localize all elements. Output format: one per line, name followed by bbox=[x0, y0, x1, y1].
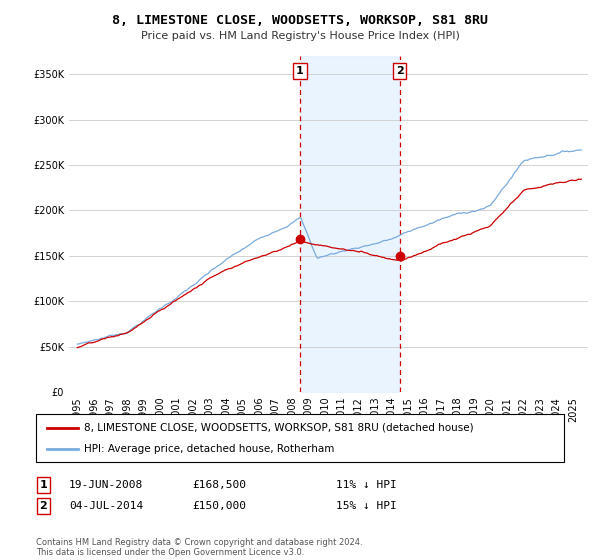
Text: 8, LIMESTONE CLOSE, WOODSETTS, WORKSOP, S81 8RU (detached house): 8, LIMESTONE CLOSE, WOODSETTS, WORKSOP, … bbox=[83, 423, 473, 433]
Text: 8, LIMESTONE CLOSE, WOODSETTS, WORKSOP, S81 8RU: 8, LIMESTONE CLOSE, WOODSETTS, WORKSOP, … bbox=[112, 14, 488, 27]
Text: 19-JUN-2008: 19-JUN-2008 bbox=[69, 480, 143, 490]
Text: 04-JUL-2014: 04-JUL-2014 bbox=[69, 501, 143, 511]
Text: Price paid vs. HM Land Registry's House Price Index (HPI): Price paid vs. HM Land Registry's House … bbox=[140, 31, 460, 41]
Text: 2: 2 bbox=[396, 66, 404, 76]
Text: 15% ↓ HPI: 15% ↓ HPI bbox=[336, 501, 397, 511]
FancyBboxPatch shape bbox=[36, 414, 564, 462]
Text: 1: 1 bbox=[296, 66, 304, 76]
Text: 2: 2 bbox=[40, 501, 47, 511]
Text: £150,000: £150,000 bbox=[192, 501, 246, 511]
Text: HPI: Average price, detached house, Rotherham: HPI: Average price, detached house, Roth… bbox=[83, 444, 334, 454]
FancyBboxPatch shape bbox=[37, 498, 50, 514]
Text: Contains HM Land Registry data © Crown copyright and database right 2024.
This d: Contains HM Land Registry data © Crown c… bbox=[36, 538, 362, 557]
Text: 11% ↓ HPI: 11% ↓ HPI bbox=[336, 480, 397, 490]
FancyBboxPatch shape bbox=[37, 477, 50, 493]
Text: 1: 1 bbox=[40, 480, 47, 490]
Text: £168,500: £168,500 bbox=[192, 480, 246, 490]
